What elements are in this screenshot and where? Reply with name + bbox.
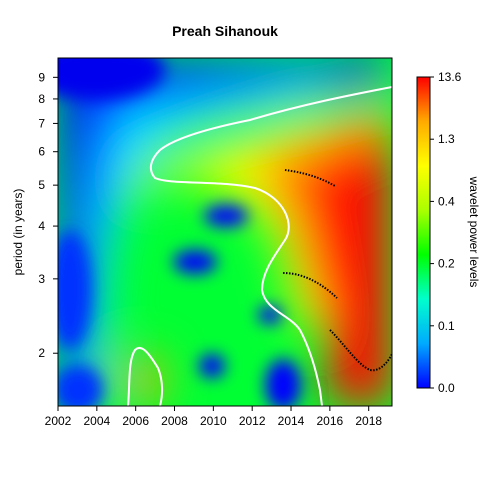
heatmap-low-blobs [58,58,301,406]
colorbar-tick-label: 13.6 [438,70,462,84]
y-tick-label: 8 [38,92,45,106]
y-tick-label: 4 [38,219,45,233]
y-axis: 2 3 4 5 6 7 8 9 [38,70,58,360]
x-tick-label: 2010 [200,414,227,428]
colorbar-title: wavelet power levels [467,176,480,288]
colorbar-tick-label: 0.2 [438,257,455,271]
heatmap-cyan-band [85,80,330,406]
x-tick-label: 2016 [317,414,344,428]
blob-e [265,359,301,406]
colorbar-axis: 0.0 0.1 0.2 0.4 1.3 13.6 [430,70,462,395]
x-tick-label: 2008 [161,414,188,428]
ridge-middle [282,272,338,299]
blob-top-left [58,58,165,100]
plot-frame [57,57,393,407]
x-tick-label: 2014 [278,414,305,428]
y-axis-title: period (in years) [11,189,25,276]
x-tick-label: 2006 [122,414,149,428]
significance-contour-main [149,86,392,406]
colorbar-tick-label: 1.3 [438,132,455,146]
ridge-lower [329,329,392,372]
blob-b [173,250,217,274]
y-tick-label: 5 [38,178,45,192]
heatmap-lime-band [130,110,320,190]
blob-d [199,354,225,378]
ridge-upper [284,169,336,187]
blob-bottom-left [58,365,103,406]
x-tick-label: 2004 [83,414,110,428]
x-tick-label: 2018 [355,414,382,428]
chart-title: Preah Sihanouk [172,23,278,39]
heatmap-red-region [300,135,392,406]
y-tick-label: 7 [38,116,45,130]
x-tick-label: 2012 [239,414,266,428]
colorbar-tick-label: 0.1 [438,319,455,333]
significance-contour-spot [127,347,164,406]
x-axis: 2002 2004 2006 2008 2010 2012 2014 2016 2018 [45,406,382,428]
y-tick-label: 3 [38,272,45,286]
blob-left [58,230,92,350]
colorbar [416,76,431,389]
heatmap-orange-spot [127,354,163,406]
blob-c [258,306,282,324]
colorbar-tick-label: 0.4 [438,194,455,208]
blob-a [204,205,248,227]
y-tick-label: 2 [38,346,45,360]
heatmap-area [58,58,392,406]
y-tick-label: 9 [38,70,45,84]
colorbar-tick-label: 0.0 [438,381,455,395]
y-tick-label: 6 [38,145,45,159]
x-tick-label: 2002 [45,414,72,428]
